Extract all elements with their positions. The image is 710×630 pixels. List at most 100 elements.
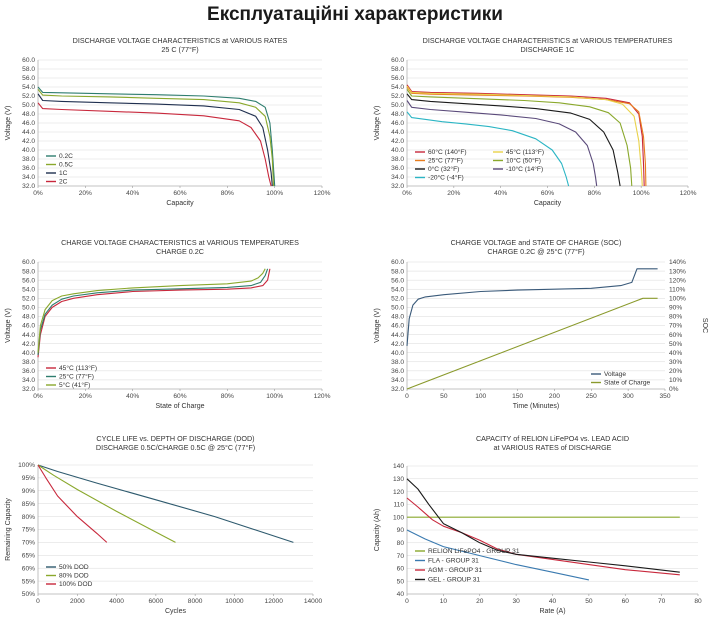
y-tick-label: 42.0: [391, 341, 404, 348]
y-tick-label: 60.0: [391, 259, 404, 266]
x-tick-label: 0%: [402, 190, 412, 197]
x-tick-label: 2000: [70, 598, 85, 605]
series-line: [406, 478, 680, 573]
y-tick-label: 140: [393, 463, 404, 470]
y-tick-label: 42.0: [391, 138, 404, 145]
y-tick-label: 110: [393, 502, 404, 509]
x-tick-label: 100%: [633, 190, 650, 197]
series-line: [406, 111, 570, 187]
y2-tick-label: 70%: [669, 323, 682, 330]
series-line: [37, 464, 108, 543]
x-tick-label: 40%: [126, 190, 139, 197]
x-tick-label: 100: [475, 393, 486, 400]
y-tick-label: 34.0: [22, 377, 35, 384]
y-axis-label: Voltage (V): [374, 308, 381, 343]
y-tick-label: 80: [397, 540, 405, 547]
y-tick-label: 58.0: [391, 66, 404, 73]
y-tick-label: 46.0: [22, 120, 35, 127]
y-tick-label: 42.0: [22, 138, 35, 145]
y-tick-label: 34.0: [391, 377, 404, 384]
y-tick-label: 44.0: [22, 129, 35, 136]
chart-discharge-rates: DISCHARGE VOLTAGE CHARACTERISTICS at VAR…: [5, 36, 331, 207]
x-tick-label: 80%: [588, 190, 601, 197]
x-tick-label: 14000: [304, 598, 323, 605]
x-tick-label: 10000: [225, 598, 244, 605]
y-axis-label: Voltage (V): [5, 106, 12, 141]
chart-title: DISCHARGE VOLTAGE CHARACTERISTICS at VAR…: [73, 36, 288, 45]
y-tick-label: 38.0: [391, 156, 404, 163]
series-line: [406, 85, 643, 187]
x-tick-label: 150: [512, 393, 523, 400]
x-tick-label: 50: [585, 598, 593, 605]
y-tick-label: 60.0: [22, 57, 35, 64]
series-line: [37, 268, 271, 358]
legend-entry: 25°C (77°F): [59, 373, 94, 381]
series-line: [37, 268, 266, 353]
chart-subtitle: at VARIOUS RATES of DISCHARGE: [494, 443, 612, 452]
chart-subtitle: DISCHARGE 1C: [521, 45, 575, 54]
y-tick-label: 46.0: [391, 120, 404, 127]
x-tick-label: 120%: [314, 393, 331, 400]
y-tick-label: 32.0: [22, 183, 35, 190]
chart-charge-soc: CHARGE VOLTAGE and STATE OF CHARGE (SOC)…: [374, 238, 708, 410]
y-tick-label: 40.0: [391, 350, 404, 357]
y-tick-label: 46.0: [391, 323, 404, 330]
y2-tick-label: 60%: [669, 332, 682, 339]
x-tick-label: 4000: [109, 598, 124, 605]
y-tick-label: 50.0: [22, 305, 35, 312]
y-tick-label: 60.0: [391, 57, 404, 64]
legend-entry: 0.5C: [59, 162, 73, 169]
y2-tick-label: 30%: [669, 359, 682, 366]
y-tick-label: 90%: [22, 488, 35, 495]
x-axis-label: Capacity: [534, 200, 562, 207]
x-tick-label: 10: [440, 598, 448, 605]
chart-title: DISCHARGE VOLTAGE CHARACTERISTICS at VAR…: [423, 36, 673, 45]
x-tick-label: 40%: [126, 393, 139, 400]
y-tick-label: 58.0: [391, 268, 404, 275]
y2-tick-label: 20%: [669, 368, 682, 375]
legend-entry: GEL - GROUP 31: [428, 577, 480, 584]
legend-entry: 50% DOD: [59, 564, 89, 571]
x-tick-label: 0%: [33, 190, 43, 197]
y-tick-label: 56.0: [22, 277, 35, 284]
series-line: [406, 529, 590, 581]
y-tick-label: 44.0: [22, 332, 35, 339]
y-tick-label: 50.0: [391, 102, 404, 109]
x-tick-label: 0%: [33, 393, 43, 400]
series-line: [406, 88, 633, 187]
chart-subtitle: CHARGE 0.2C: [156, 247, 204, 256]
y-tick-label: 36.0: [22, 368, 35, 375]
legend-entry: AGM - GROUP 31: [428, 567, 482, 574]
y-tick-label: 48.0: [391, 314, 404, 321]
chart-panel: CHARGE VOLTAGE CHARACTERISTICS at VARIOU…: [0, 236, 355, 432]
y-tick-label: 38.0: [22, 156, 35, 163]
y2-tick-label: 40%: [669, 350, 682, 357]
x-tick-label: 12000: [265, 598, 284, 605]
y-tick-label: 65%: [22, 553, 35, 560]
y-tick-label: 120: [393, 489, 404, 496]
y-tick-label: 70: [397, 553, 405, 560]
x-tick-label: 350: [659, 393, 670, 400]
y-tick-label: 54.0: [22, 286, 35, 293]
y2-tick-label: 120%: [669, 277, 686, 284]
legend-entry: 45°C (113°F): [59, 364, 97, 372]
chart-panel: CAPACITY of RELION LiFePO4 vs. LEAD ACID…: [355, 432, 710, 628]
series-line: [37, 102, 272, 187]
y2-tick-label: 0%: [669, 386, 679, 393]
y-tick-label: 32.0: [391, 386, 404, 393]
x-axis-label: Capacity: [166, 200, 194, 207]
x-tick-label: 0: [36, 598, 40, 605]
x-tick-label: 20%: [79, 190, 92, 197]
y-tick-label: 80%: [22, 514, 35, 521]
legend-entry: 45°C (113°F): [506, 148, 544, 156]
x-tick-label: 60%: [173, 393, 186, 400]
y-axis-label: Voltage (V): [5, 308, 12, 343]
legend-entry: 0°C (32°F): [428, 165, 459, 173]
y2-tick-label: 50%: [669, 341, 682, 348]
x-axis-label: State of Charge: [155, 403, 204, 410]
y-tick-label: 48.0: [22, 111, 35, 118]
chart-panel: DISCHARGE VOLTAGE CHARACTERISTICS at VAR…: [355, 34, 710, 230]
y2-tick-label: 100%: [669, 295, 686, 302]
y-tick-label: 54.0: [391, 84, 404, 91]
y-tick-label: 130: [393, 476, 404, 483]
